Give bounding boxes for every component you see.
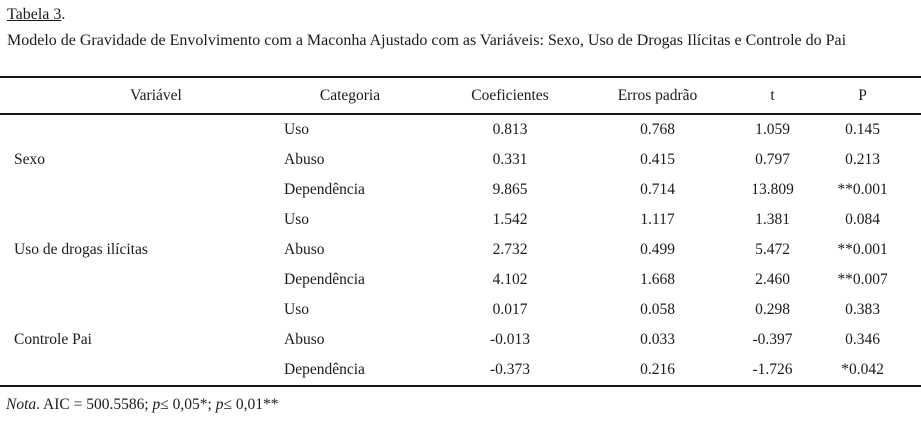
coeficiente-cell: 0.017 [492,301,528,318]
erro-padrao-cell: 1.117 [640,211,675,228]
table-caption: Modelo de Gravidade de Envolvimento com … [7,32,847,49]
note-italic-segment: p [215,396,224,413]
t-value-cell: 2.460 [755,271,790,288]
p-value-cell: 0.383 [845,301,880,318]
table-note: Nota. AIC = 500.5586; p≤ 0,05*; p≤ 0,01*… [6,396,921,414]
header-row: Variável Categoria Coeficientes Erros pa… [0,77,921,115]
p-value-cell: 0.346 [845,331,880,348]
col-header-t: t [715,77,830,115]
t-value-cell: 13.809 [751,181,794,198]
erro-padrao-cell: 0.216 [640,361,675,378]
erro-padrao-cell: 0.499 [640,241,675,258]
coeficiente-cell: 9.865 [492,181,528,198]
paper-page: Tabela 3. Modelo de Gravidade de Envolvi… [0,5,921,414]
p-value-cell: 0.145 [845,121,880,138]
coeficiente-cell: 2.732 [492,241,528,258]
table-row: Abuso 2.732 0.499 5.472 **0.001 [0,235,921,265]
table-title: Tabela 3. [7,5,921,24]
note-text-segment: ≤ 0,01** [223,396,279,413]
coeficiente-cell: 4.102 [492,271,528,288]
table-row: Abuso 0.331 0.415 0.797 0.213 [0,145,921,175]
table-row: Dependência -0.373 0.216 -1.726 *0.042 [0,355,921,386]
categoria-cell: Uso [284,301,309,318]
col-header-coeficientes: Coeficientes [420,77,600,115]
table-row: Dependência 9.865 0.714 13.809 **0.001 [0,175,921,205]
t-value-cell: 0.298 [755,301,790,318]
table-row: Dependência 4.102 1.668 2.460 **0.007 [0,265,921,295]
coeficiente-cell: 0.331 [492,151,528,168]
erro-padrao-cell: 0.768 [640,121,675,138]
t-value-cell: 0.797 [755,151,790,168]
table-title-period: . [61,6,66,23]
t-value-cell: 1.381 [755,211,790,228]
p-value-cell: 0.213 [845,151,880,168]
categoria-cell: Dependência [284,271,365,288]
categoria-cell: Dependência [284,181,365,198]
table-row: Abuso -0.013 0.033 -0.397 0.346 [0,325,921,355]
table-row: Controle Pai Uso 0.017 0.058 0.298 0.383 [0,295,921,348]
p-value-cell: 0.084 [845,211,880,228]
categoria-cell: Uso [284,121,309,138]
erro-padrao-cell: 0.714 [640,181,675,198]
p-value-cell: **0.001 [837,241,888,258]
erro-padrao-cell: 0.415 [640,151,675,168]
t-value-cell: 5.472 [755,241,790,258]
note-italic-segment: Nota [6,396,37,413]
col-header-variavel: Variável [0,77,280,115]
col-header-categoria: Categoria [280,77,420,115]
categoria-cell: Dependência [284,361,365,378]
variable-cell: Sexo [14,151,45,168]
table-title-label: Tabela 3 [7,6,62,23]
p-value-cell: **0.007 [837,271,888,288]
coeficiente-cell: -0.013 [489,331,531,348]
table-row: Sexo Uso 0.813 0.768 1.059 0.145 [0,114,921,168]
note-text-segment: . AIC = 500.5586; [36,396,153,413]
coeficiente-cell: -0.373 [489,361,531,378]
categoria-cell: Abuso [284,331,325,348]
t-value-cell: 1.059 [755,121,790,138]
col-header-erros-padrao: Erros padrão [600,77,715,115]
t-value-cell: -1.726 [752,361,793,378]
variable-cell: Uso de drogas ilícitas [14,241,148,258]
col-header-p: P [830,77,921,115]
table-row: Uso de drogas ilícitas Uso 1.542 1.117 1.381… [0,205,921,258]
erro-padrao-cell: 0.058 [640,301,675,318]
note-text-segment: ≤ 0,05*; [160,396,216,413]
p-value-cell: *0.042 [841,361,884,378]
categoria-cell: Uso [284,211,309,228]
erro-padrao-cell: 0.033 [640,331,675,348]
p-value-cell: **0.001 [837,181,888,198]
coeficiente-cell: 1.542 [492,211,528,228]
t-value-cell: -0.397 [752,331,793,348]
categoria-cell: Abuso [284,241,325,258]
categoria-cell: Abuso [284,151,325,168]
variable-cell: Controle Pai [14,331,92,348]
note-italic-segment: p [152,396,161,413]
results-table: Variável Categoria Coeficientes Erros pa… [0,76,921,387]
coeficiente-cell: 0.813 [492,121,528,138]
erro-padrao-cell: 1.668 [640,271,675,288]
